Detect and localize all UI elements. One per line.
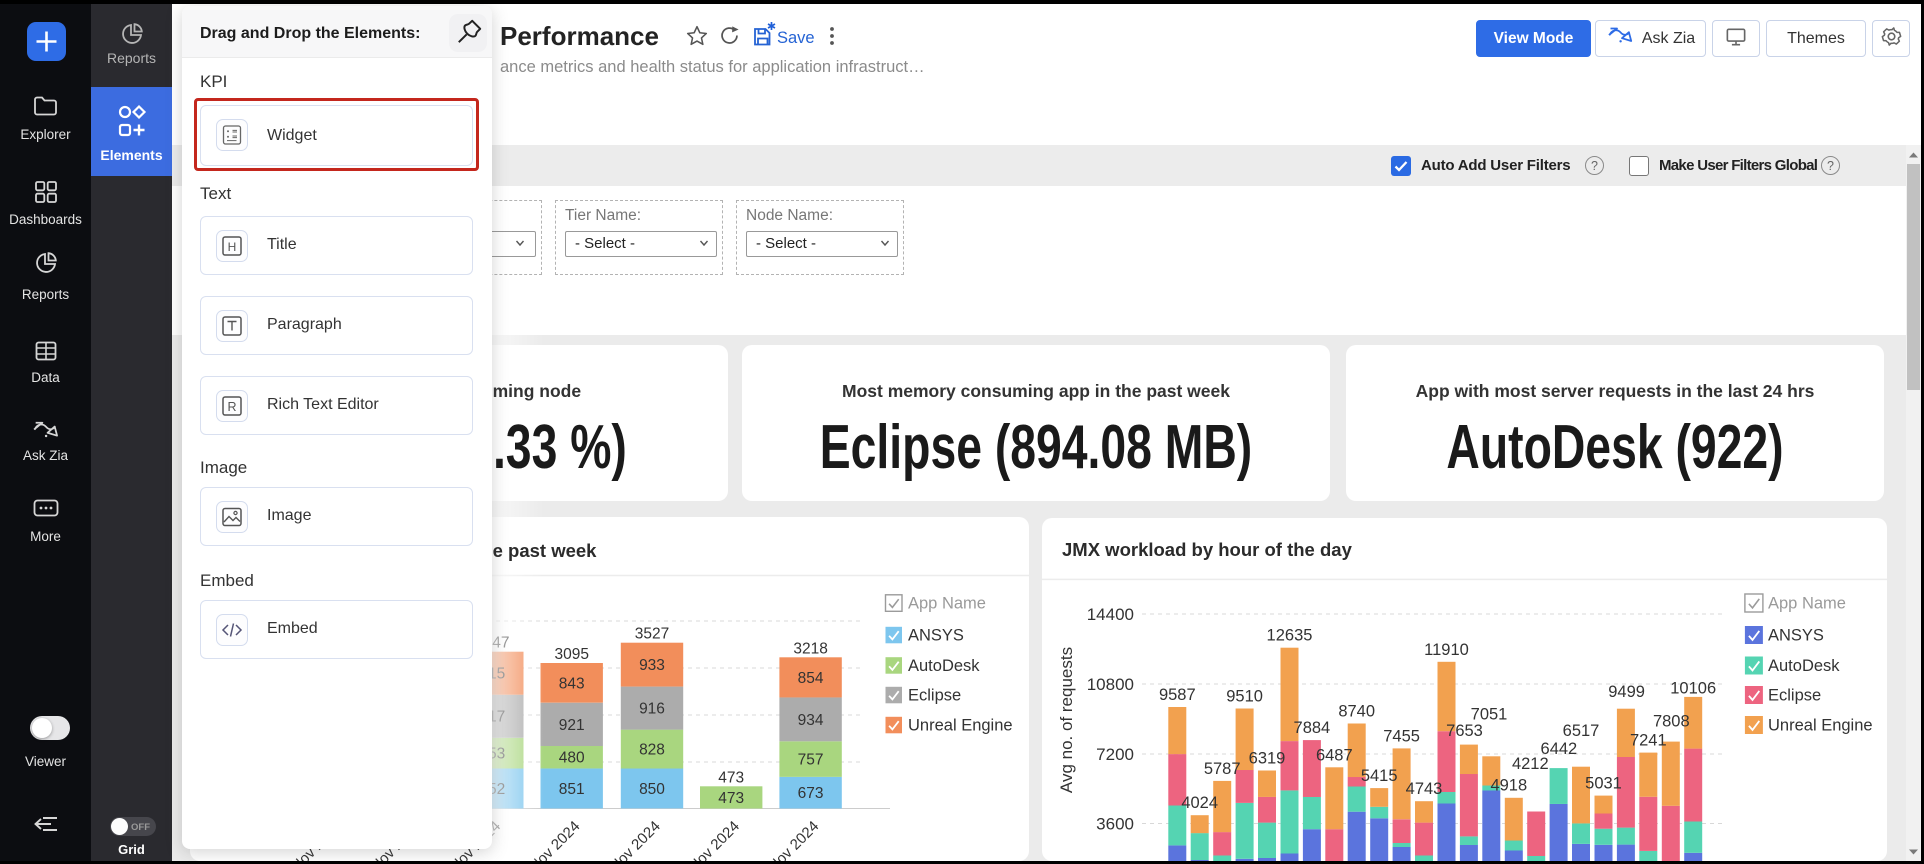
svg-text:ANSYS: ANSYS: [908, 627, 964, 645]
svg-text:Unreal Engine: Unreal Engine: [1768, 717, 1873, 735]
svg-text:14 Nov 2024: 14 Nov 2024: [592, 818, 664, 861]
svg-text:9510: 9510: [1226, 688, 1263, 706]
svg-text:3095: 3095: [554, 646, 588, 663]
svg-text:7808: 7808: [1653, 713, 1690, 731]
svg-text:8740: 8740: [1338, 703, 1375, 721]
svg-text:10106: 10106: [1670, 679, 1716, 697]
svg-text:3218: 3218: [793, 640, 827, 657]
svg-text:Unreal Engine: Unreal Engine: [908, 717, 1013, 735]
svg-text:7051: 7051: [1471, 706, 1508, 724]
svg-text:7241: 7241: [1630, 732, 1667, 750]
svg-text:4743: 4743: [1406, 780, 1443, 798]
svg-text:5415: 5415: [1361, 767, 1398, 785]
svg-text:3600: 3600: [1096, 815, 1134, 834]
svg-text:673: 673: [798, 785, 824, 802]
svg-text:851: 851: [559, 781, 585, 798]
svg-text:5031: 5031: [1585, 775, 1622, 793]
svg-text:Eclipse: Eclipse: [908, 687, 961, 705]
svg-text:473: 473: [718, 769, 744, 786]
svg-text:843: 843: [559, 675, 585, 692]
svg-text:828: 828: [639, 742, 665, 759]
svg-text:916: 916: [639, 701, 665, 718]
svg-text:5787: 5787: [1204, 760, 1241, 778]
svg-text:757: 757: [798, 752, 824, 769]
svg-text:850: 850: [639, 781, 665, 798]
svg-text:App Name: App Name: [1768, 595, 1846, 613]
svg-text:473: 473: [718, 790, 744, 807]
svg-text:6517: 6517: [1563, 722, 1600, 740]
svg-text:JMX workload by hour of the da: JMX workload by hour of the day: [1062, 539, 1353, 560]
svg-text:6442: 6442: [1541, 740, 1578, 758]
svg-text:9587: 9587: [1159, 686, 1196, 704]
svg-text:Eclipse: Eclipse: [1768, 687, 1821, 705]
svg-text:14400: 14400: [1087, 605, 1134, 624]
svg-text:12635: 12635: [1267, 627, 1313, 645]
svg-text:7455: 7455: [1383, 727, 1420, 745]
svg-text:11910: 11910: [1424, 641, 1469, 659]
svg-text:3527: 3527: [635, 626, 669, 643]
svg-text:Avg no. of requests: Avg no. of requests: [1057, 647, 1076, 793]
svg-text:4024: 4024: [1181, 794, 1218, 812]
svg-text:R: R: [227, 400, 236, 414]
svg-text:921: 921: [559, 717, 585, 734]
svg-text:7200: 7200: [1096, 745, 1134, 764]
svg-text:6319: 6319: [1249, 750, 1286, 768]
svg-text:15 Nov 2024: 15 Nov 2024: [671, 818, 743, 861]
svg-text:7884: 7884: [1294, 719, 1331, 737]
svg-text:480: 480: [559, 750, 585, 767]
svg-text:7653: 7653: [1446, 722, 1483, 740]
svg-text:854: 854: [798, 670, 824, 687]
svg-text:16 Nov 2024: 16 Nov 2024: [750, 818, 822, 861]
svg-text:9499: 9499: [1608, 683, 1645, 701]
svg-text:AutoDesk: AutoDesk: [1768, 657, 1840, 675]
svg-text:H: H: [227, 240, 236, 254]
svg-text:6487: 6487: [1316, 746, 1353, 764]
svg-text:AutoDesk: AutoDesk: [908, 657, 980, 675]
svg-text:4212: 4212: [1512, 755, 1549, 773]
svg-text:ANSYS: ANSYS: [1768, 627, 1824, 645]
svg-text:933: 933: [639, 657, 665, 674]
svg-text:934: 934: [798, 712, 824, 729]
svg-text:App Name: App Name: [908, 595, 986, 613]
svg-text:4918: 4918: [1490, 776, 1527, 794]
svg-text:10800: 10800: [1087, 675, 1134, 694]
